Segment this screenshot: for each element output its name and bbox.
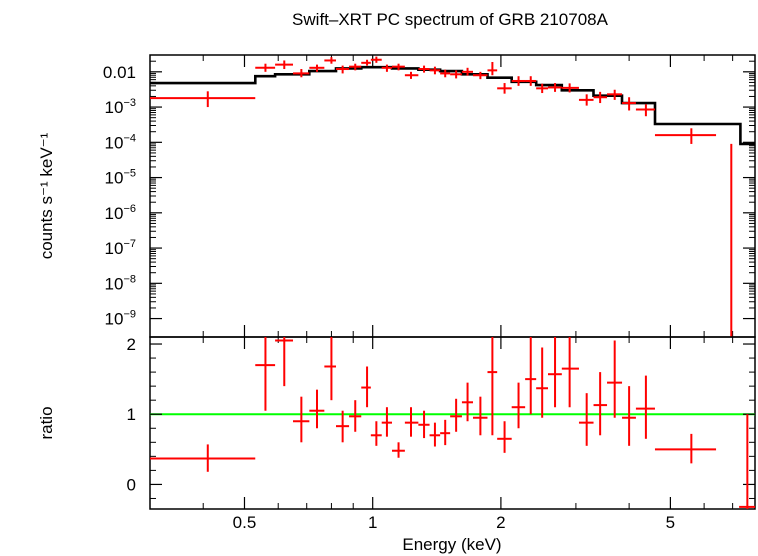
spectrum-point (381, 64, 392, 72)
bottom-y-axis-label: ratio (37, 406, 56, 439)
spectrum-point (511, 76, 526, 86)
spectrum-point (548, 83, 562, 92)
spectrum-point (150, 91, 256, 108)
spectrum-point (593, 91, 608, 104)
spectrum-point (275, 60, 294, 70)
spectrum-point (461, 67, 474, 76)
ratio-point (391, 442, 405, 458)
spectrum-point (404, 71, 419, 79)
ratio-point (275, 337, 294, 387)
top-data-points (150, 56, 733, 337)
ratio-point (473, 396, 488, 436)
spectrum-point (349, 63, 362, 71)
ratio-point (461, 382, 474, 422)
spectrum-point (607, 89, 623, 100)
spectrum-point (525, 76, 537, 86)
spectrum-point (429, 66, 441, 75)
ratio-point (370, 421, 382, 446)
x-axis-label: Energy (keV) (402, 535, 501, 554)
x-tick-label: 1 (368, 513, 377, 532)
ratio-point (349, 400, 362, 432)
x-tick-label: 2 (496, 513, 505, 532)
ratio-point (255, 337, 276, 411)
ratio-point (309, 389, 325, 429)
spectrum-point (255, 63, 276, 72)
spectrum-point (391, 63, 405, 71)
ratio-point (487, 337, 498, 436)
ratio-tick-label: 1 (127, 405, 136, 424)
spectrum-point (361, 59, 371, 66)
ratio-point (335, 410, 350, 443)
bottom-panel-frame (149, 336, 756, 510)
chart-title: Swift–XRT PC spectrum of GRB 210708A (292, 10, 609, 29)
ratio-point (635, 375, 655, 439)
spectrum-point (450, 70, 462, 79)
top-y-axis-label: counts s⁻¹ keV⁻¹ (37, 132, 56, 259)
ratio-point (654, 433, 717, 464)
ratio-point (293, 396, 310, 443)
bottom-data-points (150, 337, 755, 509)
spectrum-point (370, 56, 382, 63)
ratio-point (450, 398, 462, 432)
ratio-point (607, 340, 623, 418)
ratio-tick-label: 0 (127, 475, 136, 494)
ratio-point (536, 347, 549, 418)
spectrum-point (635, 104, 655, 117)
ratio-point (324, 337, 336, 401)
spectrum-point (293, 69, 310, 78)
ratio-point (404, 407, 419, 437)
spectrum-point (324, 57, 336, 64)
spectrum-point (578, 94, 594, 106)
ratio-point (548, 337, 562, 408)
x-axis-tick-labels: 0.5 1 2 5 (233, 513, 675, 532)
ratio-point (593, 372, 608, 436)
ratio-point (497, 421, 512, 453)
ratio-point (361, 366, 371, 408)
spectrum-point (536, 83, 549, 94)
ratio-point (511, 382, 526, 429)
spectrum-point (418, 65, 430, 73)
spectrum-point (473, 71, 488, 80)
ratio-point (429, 422, 441, 447)
spectrum-point (622, 97, 636, 111)
spectrum-point (487, 61, 498, 76)
ratio-point (440, 419, 451, 446)
ratio-point (381, 407, 392, 437)
ratio-point (418, 410, 430, 439)
spectrum-point (440, 69, 451, 78)
spectrum-point (335, 65, 350, 74)
ratio-point (739, 414, 755, 509)
x-tick-label: 0.5 (233, 513, 257, 532)
spectrum-point (561, 83, 579, 93)
ratio-tick-label: 2 (127, 335, 136, 354)
model-step-line (150, 65, 755, 146)
spectrum-point (654, 128, 717, 144)
y-tick-label: 0.01 (103, 63, 136, 82)
ratio-point (622, 386, 636, 446)
bottom-panel: 0 1 2 (127, 335, 756, 510)
spectrum-point (309, 64, 325, 72)
ratio-point (561, 337, 579, 408)
ratio-point (150, 444, 256, 472)
x-tick-label: 5 (666, 513, 675, 532)
ratio-point (578, 393, 594, 446)
model-curve (150, 65, 755, 146)
spectrum-point (497, 83, 512, 94)
ratio-point (525, 337, 537, 415)
